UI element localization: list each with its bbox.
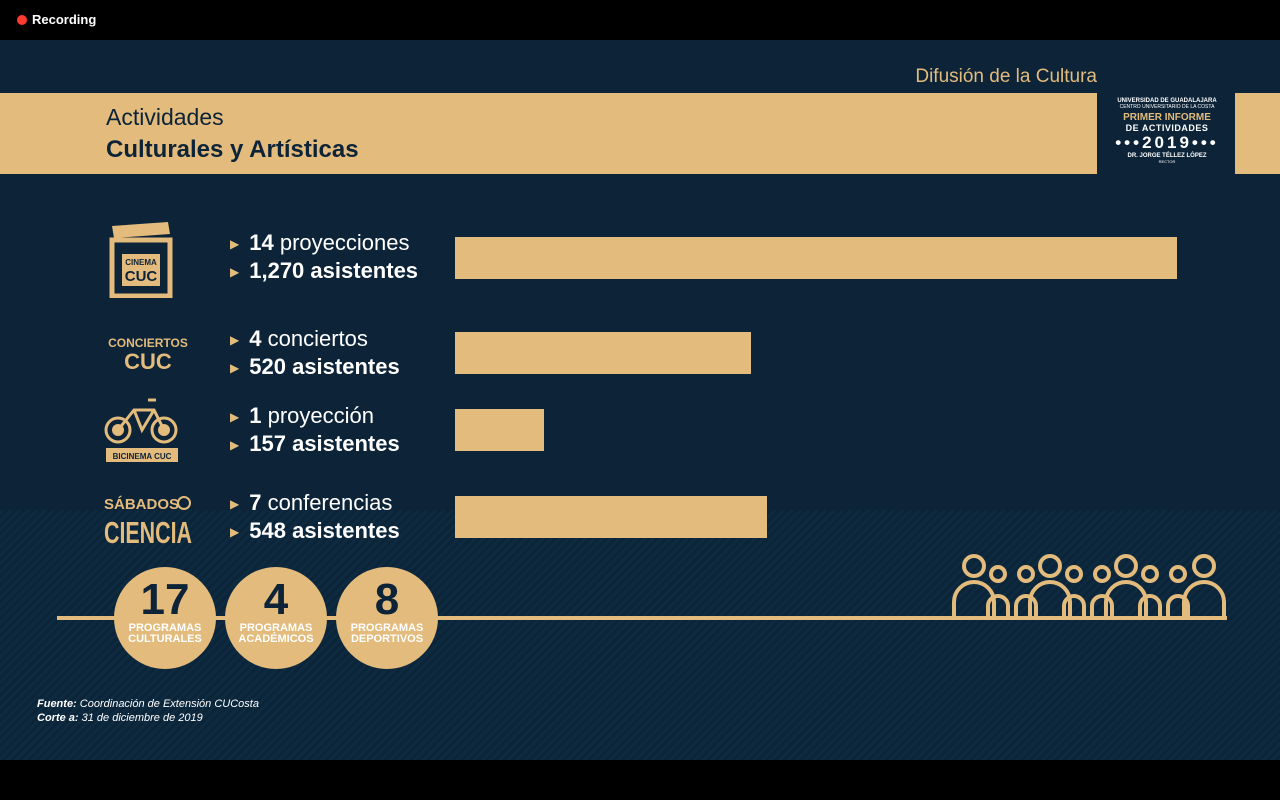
- arrow-right-icon: ▶: [230, 410, 240, 425]
- logo-report-line1: PRIMER INFORME: [1123, 112, 1211, 123]
- arrow-right-icon: ▶: [230, 438, 240, 453]
- arrow-right-icon: ▶: [230, 361, 240, 376]
- programs-deportivos-number: 8: [374, 575, 400, 624]
- arrow-right-icon: ▶: [230, 333, 240, 348]
- presentation-slide: Difusión de la Cultura Actividades Cultu…: [0, 40, 1280, 760]
- stat-attendees-sabados: ▶ 548 asistentes: [230, 518, 400, 543]
- programs-culturales-line1: PROGRAMAS: [128, 622, 202, 634]
- arrow-right-icon: ▶: [230, 237, 240, 252]
- logo-year: •••2019•••: [1115, 133, 1219, 152]
- programs-academicos-badge: 4 PROGRAMAS ACADÉMICOS: [225, 567, 327, 669]
- header-band: [0, 93, 1097, 174]
- stat-count-bicinema: ▶ 1 proyección: [230, 403, 374, 428]
- slide-title-line2: Culturales y Artísticas: [106, 136, 359, 163]
- recording-toolbar: Recording: [0, 0, 1280, 40]
- bar-sabados: [455, 496, 767, 538]
- slide-title-line1: Actividades: [106, 104, 224, 130]
- programs-academicos-number: 4: [263, 575, 289, 624]
- programs-academicos-line2: ACADÉMICOS: [238, 633, 314, 645]
- conciertos-icon-text-bottom: CUC: [124, 349, 172, 374]
- recording-dot-icon: [17, 15, 27, 25]
- bar-conciertos: [455, 332, 751, 374]
- stat-attendees-cinema: ▶ 1,270 asistentes: [230, 258, 419, 283]
- cinema-icon-text-top: CINEMA: [125, 258, 157, 267]
- programs-deportivos-line1: PROGRAMAS: [350, 622, 424, 634]
- bar-cinema: [455, 237, 1177, 279]
- stat-attendees-bicinema: ▶ 157 asistentes: [230, 431, 400, 456]
- stat-attendees-conciertos: ▶ 520 asistentes: [230, 354, 400, 379]
- arrow-right-icon: ▶: [230, 265, 240, 280]
- programs-culturales-line2: CULTURALES: [128, 633, 202, 645]
- stat-count-sabados: ▶ 7 conferencias: [230, 490, 393, 515]
- conciertos-icon-text-top: CONCIERTOS: [108, 336, 188, 350]
- source-note: Fuente: Coordinación de Extensión CUCost…: [37, 697, 259, 725]
- informe-logo: UNIVERSIDAD DE GUADALAJARA CENTRO UNIVER…: [1108, 95, 1226, 173]
- cinema-icon-text-bottom: CUC: [125, 268, 158, 285]
- programs-deportivos-line2: DEPORTIVOS: [350, 633, 424, 645]
- people-group-icon: [952, 554, 1226, 618]
- sabados-ciencia-icon: SÁBADOS CIENCIA: [104, 496, 192, 549]
- programs-academicos-line1: PROGRAMAS: [239, 622, 313, 634]
- conciertos-cuc-icon: CONCIERTOS CUC: [108, 336, 188, 374]
- bar-bicinema: [455, 409, 544, 451]
- programs-culturales-number: 17: [140, 575, 190, 624]
- arrow-right-icon: ▶: [230, 525, 240, 540]
- bicinema-cuc-bicycle-icon: BICINEMA CUC: [104, 398, 178, 462]
- recording-label: Recording: [32, 12, 97, 27]
- baseline-rule: [57, 616, 1227, 620]
- source-fuente: Fuente: Coordinación de Extensión CUCost…: [37, 698, 259, 710]
- stat-count-cinema: ▶ 14 proyecciones: [230, 230, 410, 255]
- stat-count-conciertos: ▶ 4 conciertos: [230, 326, 368, 351]
- logo-university: UNIVERSIDAD DE GUADALAJARA: [1117, 98, 1217, 104]
- source-corte: Corte a: 31 de diciembre de 2019: [37, 712, 203, 724]
- header-band-accent: [1235, 93, 1280, 174]
- logo-center: CENTRO UNIVERSITARIO DE LA COSTA: [1119, 104, 1215, 110]
- cinema-cuc-clapper-icon: CINEMA CUC: [109, 222, 173, 298]
- sabados-icon-text-top: SÁBADOS: [104, 496, 179, 513]
- bottom-letterbox: [0, 760, 1280, 800]
- sabados-icon-text-bottom: CIENCIA: [104, 515, 192, 549]
- logo-rector-title: RECTOR: [1158, 159, 1176, 164]
- logo-rector-name: DR. JORGE TÉLLEZ LÓPEZ: [1127, 153, 1207, 159]
- section-title: Difusión de la Cultura: [915, 66, 1097, 87]
- programs-culturales-badge: 17 PROGRAMAS CULTURALES: [114, 567, 216, 669]
- programs-deportivos-badge: 8 PROGRAMAS DEPORTIVOS: [336, 567, 438, 669]
- bicinema-icon-text: BICINEMA CUC: [113, 452, 172, 461]
- logo-report-line2: DE ACTIVIDADES: [1125, 123, 1209, 133]
- arrow-right-icon: ▶: [230, 497, 240, 512]
